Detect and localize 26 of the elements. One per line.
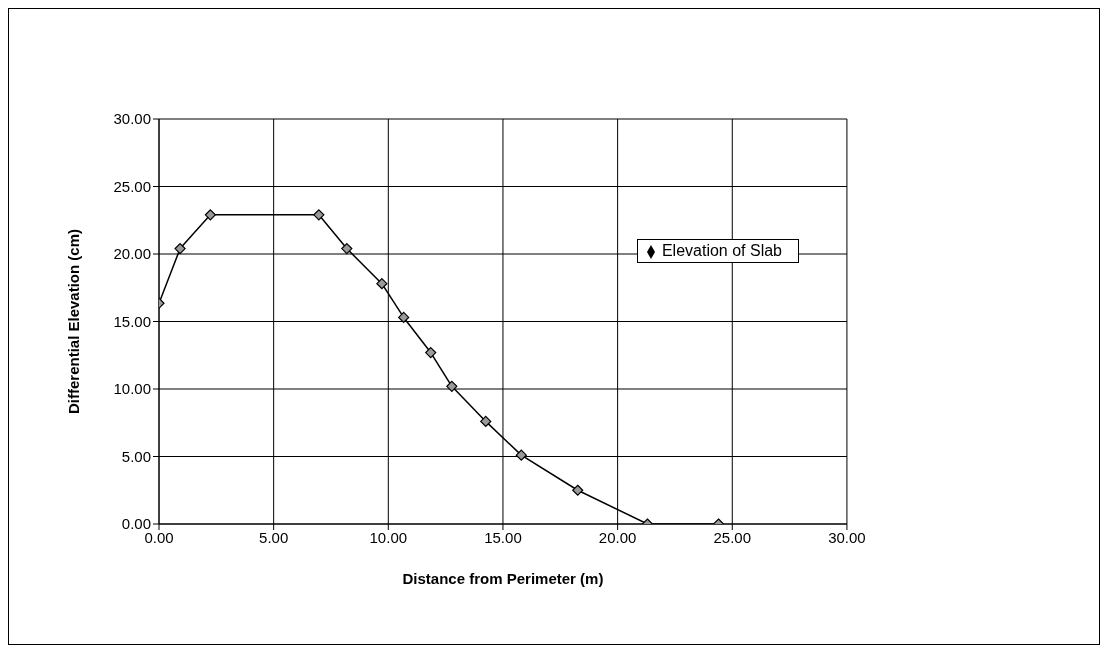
x-tick-label: 20.00 [598, 528, 637, 546]
y-tick-label: 20.00 [113, 245, 151, 263]
y-tick-label: 5.00 [121, 447, 151, 465]
x-tick-label: 15.00 [484, 528, 522, 546]
x-tick-label: 10.00 [369, 528, 408, 546]
y-tick-label: 25.00 [113, 177, 151, 195]
point [174, 243, 186, 255]
y-tick-label: 10.00 [113, 380, 151, 398]
point [376, 278, 388, 290]
point [425, 346, 437, 359]
y-axis-title: Differential Elevation (cm) [65, 228, 83, 415]
point [446, 380, 458, 392]
x-tick-label: 30.00 [828, 528, 866, 546]
point [204, 209, 216, 221]
x-axis-title: Distance from Perimeter (m) [402, 570, 604, 587]
point [313, 209, 325, 221]
point [341, 243, 353, 255]
point [515, 449, 527, 461]
y-tick-label: 15.00 [113, 312, 151, 330]
point [480, 415, 492, 427]
x-tick-label: 5.00 [259, 528, 289, 546]
point [572, 484, 584, 496]
y-tick-label: 30.00 [113, 110, 151, 128]
legend-label: Elevation of Slab [661, 242, 782, 259]
x-tick-label: 25.00 [713, 528, 752, 546]
point [398, 311, 410, 324]
